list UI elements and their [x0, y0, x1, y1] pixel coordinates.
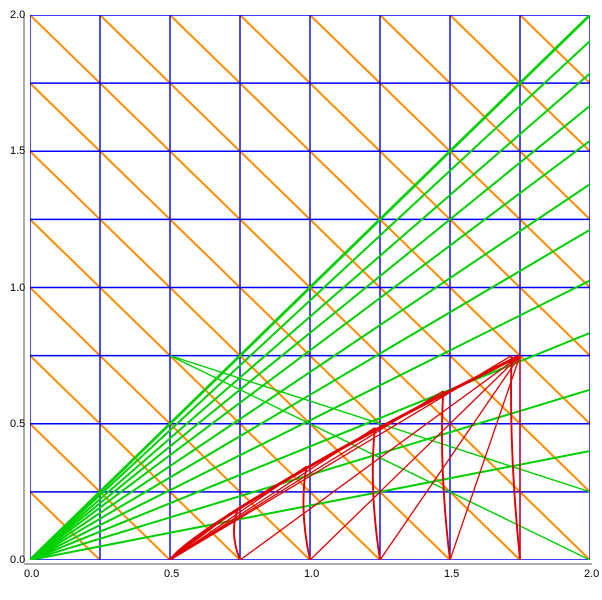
tick-label: 1.0	[304, 568, 319, 580]
tick-label: 0.0	[24, 568, 39, 580]
tick-label: 2.0	[10, 9, 25, 21]
tick-label: 1.5	[10, 145, 25, 157]
tick-label: 1.5	[444, 568, 459, 580]
tick-label: 0.0	[10, 554, 25, 566]
chart: 0.00.51.01.52.00.00.51.01.52.0	[10, 10, 592, 585]
tick-label: 2.0	[584, 568, 599, 580]
plot-area	[10, 10, 592, 580]
tick-label: 1.0	[10, 282, 25, 294]
tick-label: 0.5	[10, 418, 25, 430]
tick-label: 0.5	[164, 568, 179, 580]
